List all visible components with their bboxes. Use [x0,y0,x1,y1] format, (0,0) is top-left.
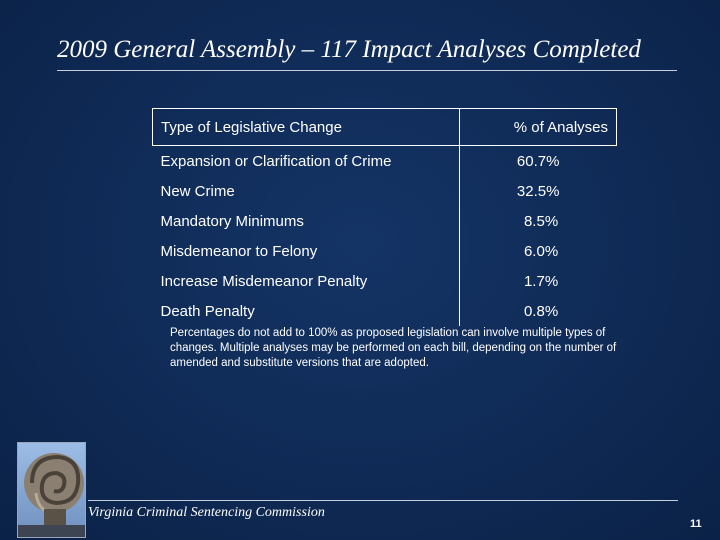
analyses-table: Type of Legislative Change % of Analyses… [152,108,618,326]
table-row: Increase Misdemeanor Penalty 1.7% [152,266,617,296]
table-row: Death Penalty 0.8% [152,296,617,326]
title-divider [57,70,677,71]
row-pct: 0.8% [523,302,559,320]
table-header-row: Type of Legislative Change % of Analyses [152,108,618,146]
header-pct: % of Analyses [459,108,618,146]
footnote: Percentages do not add to 100% as propos… [170,327,617,369]
header-type: Type of Legislative Change [152,108,460,146]
footer-org-name: Virginia Criminal Sentencing Commission [88,505,325,520]
row-pct: 60.7% [516,152,560,170]
row-pct: 1.7% [523,272,559,290]
sculpture-image [18,443,85,537]
row-type: Mandatory Minimums [152,206,460,236]
row-type: Death Penalty [152,296,460,326]
row-pct: 8.5% [523,212,559,230]
sculpture-photo [17,442,86,538]
footer-divider [88,500,678,501]
table-row: Mandatory Minimums 8.5% [152,206,617,236]
row-type: Increase Misdemeanor Penalty [152,266,460,296]
page-number: 11 [690,518,702,530]
row-type: Expansion or Clarification of Crime [152,145,460,176]
table-row: Misdemeanor to Felony 6.0% [152,236,617,266]
row-type: Misdemeanor to Felony [152,236,460,266]
row-pct: 32.5% [516,182,560,200]
table-row: New Crime 32.5% [152,176,617,206]
table-row: Expansion or Clarification of Crime 60.7… [152,145,617,176]
row-type: New Crime [152,176,460,206]
row-pct: 6.0% [523,242,559,260]
slide-title: 2009 General Assembly – 117 Impact Analy… [57,36,641,63]
